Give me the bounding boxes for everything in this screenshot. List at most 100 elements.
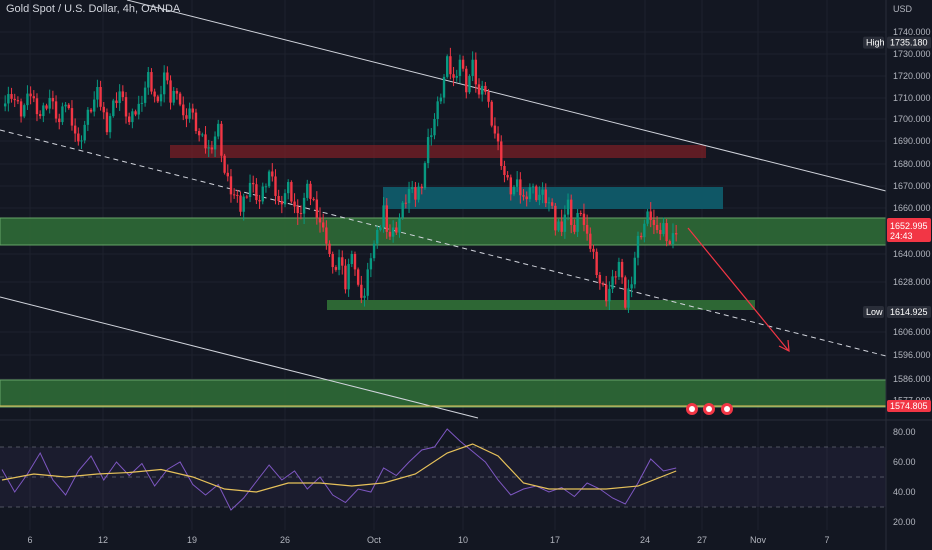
candle[interactable]: [112, 98, 115, 118]
candle[interactable]: [589, 227, 592, 253]
candle[interactable]: [261, 182, 264, 205]
candle[interactable]: [601, 281, 605, 287]
candle[interactable]: [287, 179, 290, 200]
candle[interactable]: [169, 75, 172, 110]
candle[interactable]: [547, 197, 551, 212]
candle[interactable]: [213, 131, 217, 158]
candle[interactable]: [582, 203, 586, 232]
candle[interactable]: [42, 102, 45, 123]
candle[interactable]: [414, 182, 417, 207]
candle[interactable]: [197, 128, 201, 142]
candle[interactable]: [566, 193, 570, 221]
low-price-tag[interactable]: Low 1614.925: [863, 306, 931, 318]
candle[interactable]: [671, 223, 675, 249]
candle[interactable]: [194, 108, 198, 134]
candle[interactable]: [608, 281, 611, 310]
candle[interactable]: [175, 88, 179, 100]
candle[interactable]: [395, 221, 398, 235]
candle[interactable]: [29, 86, 32, 105]
candle[interactable]: [13, 93, 16, 108]
candle[interactable]: [639, 232, 643, 240]
candle[interactable]: [388, 224, 392, 240]
candle[interactable]: [3, 95, 7, 112]
candle[interactable]: [461, 55, 465, 72]
candle[interactable]: [105, 108, 109, 136]
candle[interactable]: [26, 85, 29, 110]
candle[interactable]: [487, 88, 490, 108]
candle[interactable]: [296, 199, 299, 225]
candle[interactable]: [54, 95, 58, 123]
candle[interactable]: [207, 139, 210, 158]
candle[interactable]: [595, 248, 598, 279]
candle[interactable]: [662, 217, 665, 237]
candle[interactable]: [458, 54, 462, 84]
candle[interactable]: [45, 103, 48, 111]
candle[interactable]: [223, 153, 226, 175]
candle[interactable]: [302, 192, 306, 225]
candle[interactable]: [344, 259, 347, 294]
candle[interactable]: [172, 87, 175, 106]
candle[interactable]: [407, 181, 411, 214]
candle[interactable]: [77, 127, 80, 146]
candle[interactable]: [128, 112, 131, 125]
candle[interactable]: [108, 113, 112, 139]
candle[interactable]: [611, 269, 614, 294]
candle[interactable]: [217, 119, 220, 140]
candle[interactable]: [573, 219, 576, 235]
candle[interactable]: [143, 81, 147, 107]
candle[interactable]: [560, 209, 563, 237]
candle[interactable]: [446, 54, 449, 79]
candle[interactable]: [528, 183, 532, 203]
candle[interactable]: [363, 288, 366, 307]
candle[interactable]: [293, 193, 296, 214]
candle[interactable]: [519, 172, 522, 204]
candle[interactable]: [471, 51, 474, 82]
candle[interactable]: [376, 225, 379, 249]
candle[interactable]: [636, 231, 640, 266]
candle[interactable]: [525, 191, 528, 207]
candle[interactable]: [134, 109, 137, 117]
candle[interactable]: [665, 218, 668, 247]
candle[interactable]: [328, 240, 331, 258]
candle[interactable]: [605, 275, 608, 307]
candle[interactable]: [67, 103, 70, 110]
candle[interactable]: [579, 210, 582, 217]
candle[interactable]: [147, 66, 150, 95]
candle[interactable]: [38, 110, 42, 119]
candle[interactable]: [503, 160, 506, 183]
candle[interactable]: [274, 169, 277, 205]
candle[interactable]: [385, 198, 388, 239]
candle[interactable]: [89, 108, 93, 114]
candle[interactable]: [35, 93, 39, 122]
candle[interactable]: [150, 68, 153, 95]
candle[interactable]: [531, 183, 535, 194]
candle[interactable]: [493, 117, 497, 139]
price-axis[interactable]: 1740.000 1730.000 1720.000 1710.000 1700.000…: [893, 27, 931, 406]
candle[interactable]: [563, 205, 567, 239]
candle[interactable]: [283, 189, 287, 208]
candle[interactable]: [258, 195, 261, 209]
candle[interactable]: [86, 107, 90, 132]
candle[interactable]: [624, 275, 627, 310]
candle[interactable]: [204, 126, 207, 154]
candle[interactable]: [80, 135, 83, 150]
candle[interactable]: [480, 80, 484, 102]
candle[interactable]: [188, 102, 191, 123]
candle[interactable]: [576, 208, 579, 238]
candle[interactable]: [417, 182, 420, 203]
candle[interactable]: [64, 101, 67, 113]
candle[interactable]: [347, 258, 350, 297]
candle[interactable]: [140, 95, 144, 112]
candle[interactable]: [391, 220, 395, 243]
high-price-tag[interactable]: High 1735.180: [863, 36, 931, 49]
time-axis[interactable]: 6 12 19 26 Oct 10 17 24 27 Nov 7: [27, 535, 829, 545]
candle[interactable]: [83, 120, 86, 144]
candle[interactable]: [102, 101, 105, 120]
candle[interactable]: [73, 118, 77, 142]
candle[interactable]: [538, 186, 541, 206]
candle[interactable]: [159, 85, 163, 107]
candle[interactable]: [468, 74, 471, 95]
candle[interactable]: [550, 198, 554, 209]
